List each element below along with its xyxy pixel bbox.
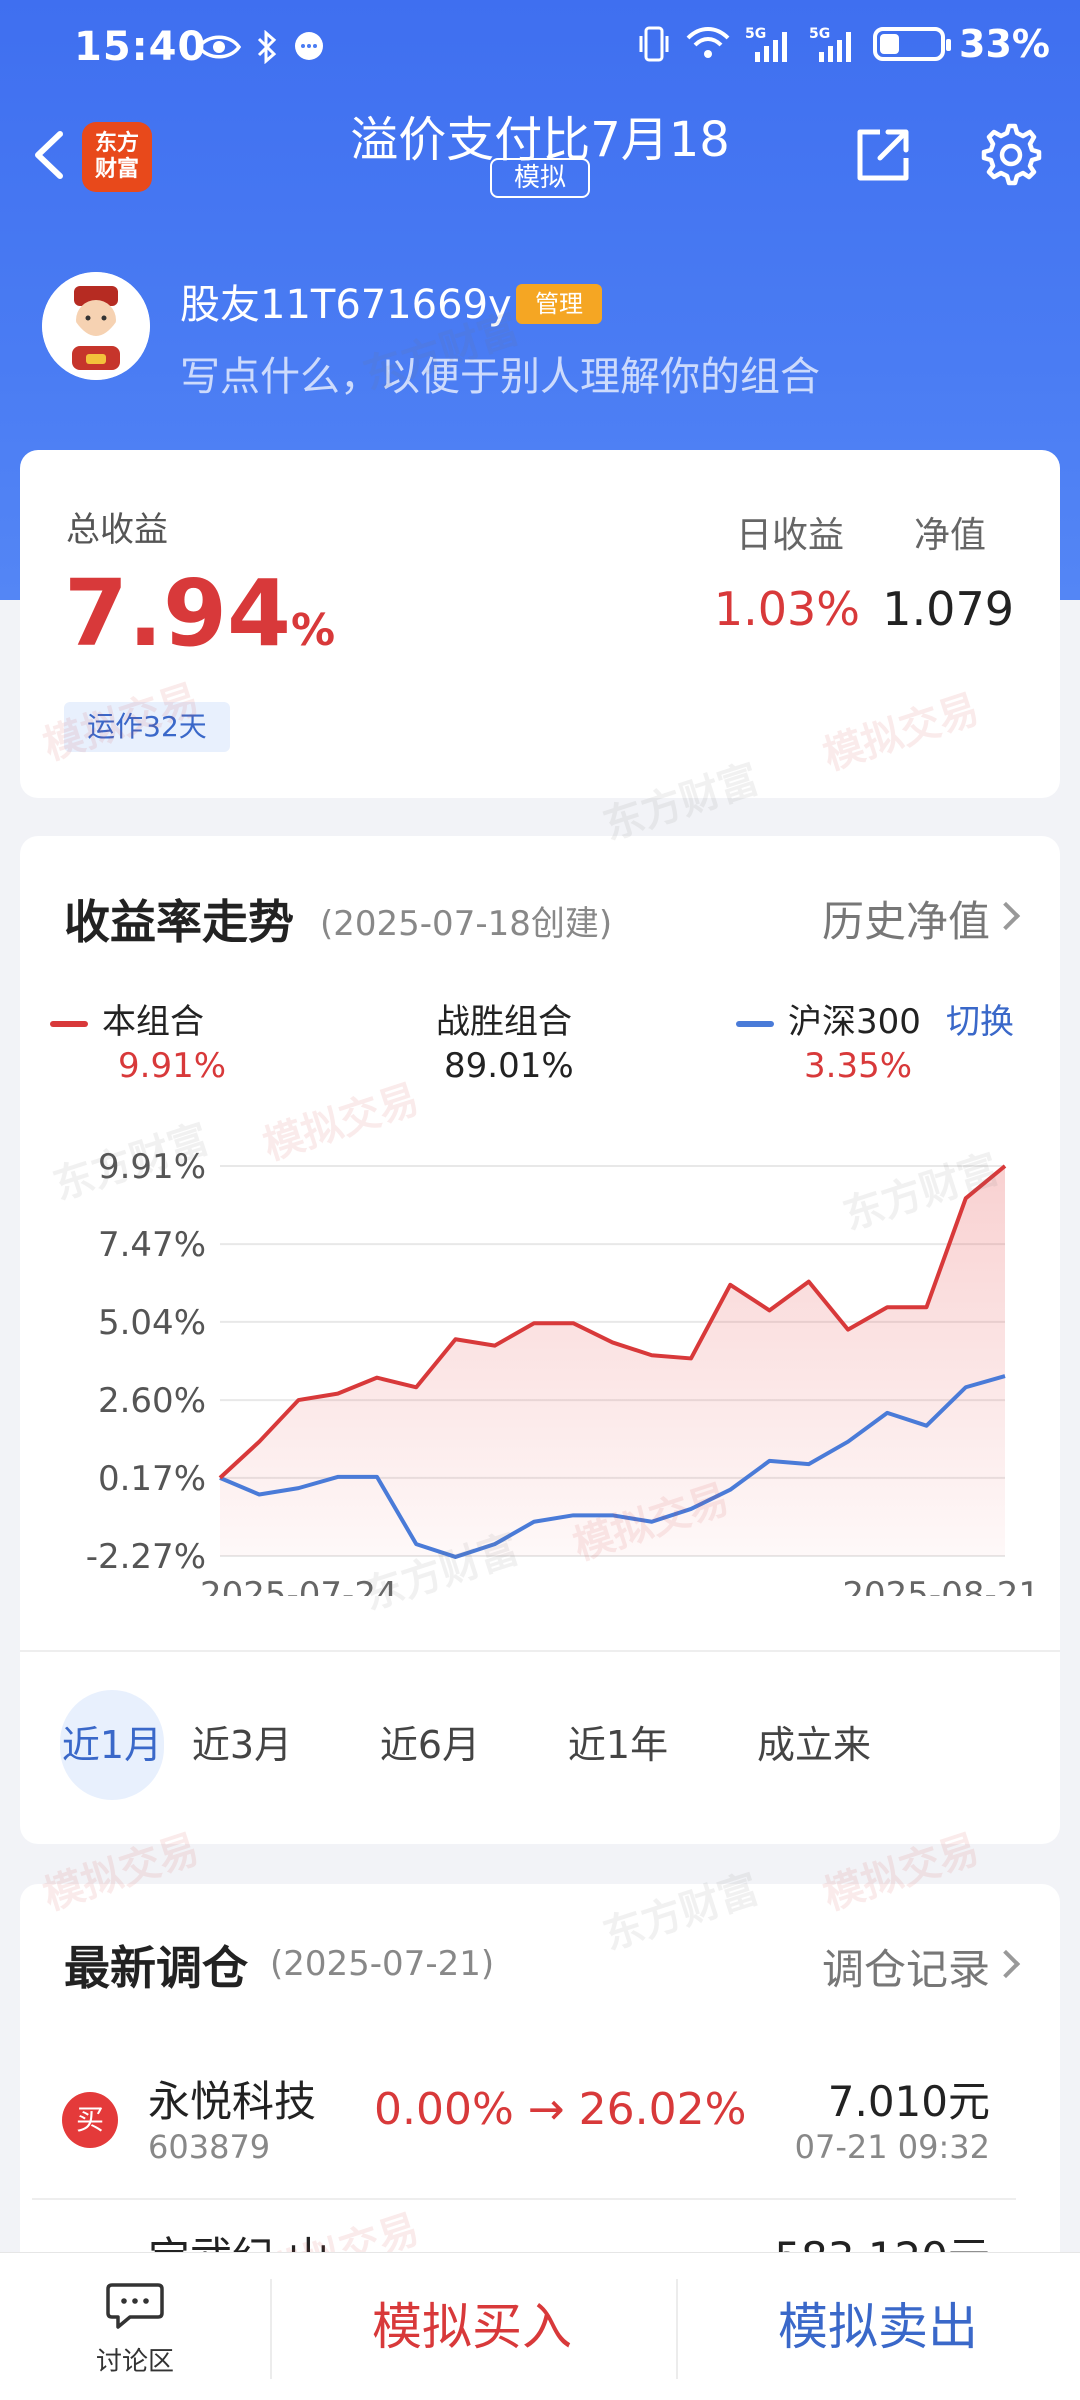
admin-badge: 管理: [516, 284, 602, 324]
y-tick-label: 2.60%: [98, 1381, 206, 1421]
share-icon[interactable]: [850, 122, 916, 188]
legend-beat-label: 战胜组合: [436, 1002, 572, 1042]
daily-return-label: 日收益: [736, 515, 845, 556]
total-return-label: 总收益: [66, 510, 168, 550]
wifi-icon: [686, 27, 730, 58]
status-left-icons: [196, 30, 326, 64]
total-return-unit: %: [291, 605, 336, 656]
trend-card: 收益率走势 (2025-07-18创建) 历史净值 本组合 9.91% 战胜组合…: [20, 836, 1060, 1844]
net-value-label: 净值: [914, 515, 987, 556]
daily-return-value: 1.03%: [713, 582, 860, 636]
signal-5g-icon: 5G: [745, 26, 788, 62]
user-bio[interactable]: 写点什么，以便于别人理解你的组合: [180, 354, 820, 400]
chevron-right-icon: [991, 901, 1021, 931]
y-tick-label: 9.91%: [98, 1147, 206, 1187]
legend-portfolio-swatch: [50, 1020, 88, 1027]
status-time: 15:40: [74, 24, 207, 70]
avatar-image: [42, 272, 150, 380]
benchmark-line: [219, 1374, 1006, 1559]
svg-text:5G: 5G: [745, 26, 766, 42]
bluetooth-icon: [257, 30, 277, 64]
legend-benchmark: 沪深300: [736, 994, 921, 1043]
vibrate-icon: [639, 26, 669, 62]
simulate-buy-button[interactable]: 模拟买入: [372, 2298, 572, 2356]
portfolio-line: [218, 1164, 1007, 1480]
y-tick-label: 7.47%: [98, 1225, 206, 1265]
stock-name: 永悦科技: [148, 2077, 317, 2126]
range-tab-3m[interactable]: 近3月: [191, 1723, 293, 1767]
range-tab-1y[interactable]: 近1年: [567, 1723, 669, 1767]
user-avatar[interactable]: [42, 272, 150, 380]
separator: [676, 2279, 678, 2379]
battery-percent: 33%: [959, 22, 1050, 66]
range-tab-1m[interactable]: 近1月: [60, 1690, 164, 1800]
rebalance-date: (2025-07-21): [270, 1944, 495, 1984]
simulate-sell-button[interactable]: 模拟卖出: [778, 2298, 978, 2356]
net-value-value: 1.079: [882, 582, 1014, 636]
eye-icon: [196, 35, 242, 59]
x-tick-label: 2025-08-21: [842, 1575, 1040, 1596]
message-icon: [295, 32, 323, 60]
switch-benchmark-button[interactable]: 切换: [946, 1002, 1014, 1042]
nav-bar: 溢价支付比7月18 模拟 东方 财富: [0, 100, 1080, 210]
x-tick-label: 2025-07-24: [200, 1575, 398, 1596]
row-divider: [32, 2198, 1016, 2200]
trade-price: 7.010元: [827, 2077, 990, 2126]
svg-text:5G: 5G: [809, 26, 830, 42]
running-days-badge: 运作32天: [64, 702, 230, 752]
status-bar: 15:40 5G 5G 33%: [0, 0, 1080, 100]
separator: [270, 2279, 272, 2379]
return-chart: 9.91% 7.47% 5.04% 2.60% 0.17% -2.27% 2025-07-2…: [20, 1096, 1060, 1596]
bottom-action-bar: 讨论区 模拟买入 模拟卖出: [0, 2252, 1080, 2400]
legend-portfolio: 本组合: [50, 994, 204, 1043]
stock-code: 603879: [148, 2128, 271, 2166]
rebalance-record-link[interactable]: 调仓记录: [821, 1945, 990, 1994]
total-return-value: 7.94%: [64, 560, 335, 667]
back-arrow-icon[interactable]: [20, 120, 80, 190]
eastmoney-logo[interactable]: 东方 财富: [82, 122, 152, 192]
settings-gear-icon[interactable]: [978, 122, 1044, 188]
trend-title: 收益率走势: [64, 895, 294, 949]
legend-benchmark-label: 沪深300: [788, 1002, 921, 1042]
range-tab-6m[interactable]: 近6月: [379, 1723, 481, 1767]
legend-beat-value: 89.01%: [444, 1046, 574, 1086]
y-tick-label: -2.27%: [86, 1537, 206, 1577]
legend-benchmark-value: 3.35%: [804, 1046, 913, 1086]
y-tick-label: 5.04%: [98, 1303, 206, 1343]
status-right-icons: 5G 5G 33%: [637, 22, 1050, 66]
trade-time: 07-21 09:32: [794, 2128, 990, 2166]
simulation-tag: 模拟: [490, 158, 590, 198]
legend-portfolio-value: 9.91%: [118, 1046, 227, 1086]
history-net-value-link[interactable]: 历史净值: [821, 897, 990, 946]
user-name[interactable]: 股友11T671669y: [180, 282, 512, 328]
trend-created-date: (2025-07-18创建): [320, 904, 613, 944]
chevron-right-icon: [991, 1949, 1021, 1979]
legend-benchmark-swatch: [736, 1020, 774, 1027]
discussion-label: 讨论区: [95, 2347, 174, 2377]
summary-card: 总收益 7.94% 运作32天 日收益 净值 1.03% 1.079: [20, 450, 1060, 798]
logo-text-line2: 财富: [94, 157, 139, 182]
signal-5g-icon-2: 5G: [809, 26, 852, 62]
portfolio-area: [220, 1166, 1005, 1556]
battery-icon: [873, 27, 952, 61]
return-chart-svg: 9.91% 7.47% 5.04% 2.60% 0.17% -2.27%2025-07-2…: [86, 1147, 1040, 1596]
logo-text-line1: 东方: [94, 131, 139, 156]
range-tab-since-inception[interactable]: 成立来: [756, 1723, 871, 1767]
chat-bubble-icon: [106, 2283, 164, 2329]
chart-divider: [20, 1650, 1060, 1652]
position-change: 0.00% → 26.02%: [374, 2084, 747, 2135]
range-tabs: 近1月 近3月 近6月 近1年 成立来: [20, 1690, 1060, 1810]
y-tick-label: 0.17%: [98, 1459, 206, 1499]
legend-portfolio-label: 本组合: [102, 1002, 204, 1042]
total-return-number: 7.94: [64, 560, 291, 667]
discussion-button[interactable]: 讨论区: [90, 2281, 180, 2378]
rebalance-title: 最新调仓: [64, 1941, 248, 1995]
buy-badge: 买: [62, 2092, 118, 2148]
